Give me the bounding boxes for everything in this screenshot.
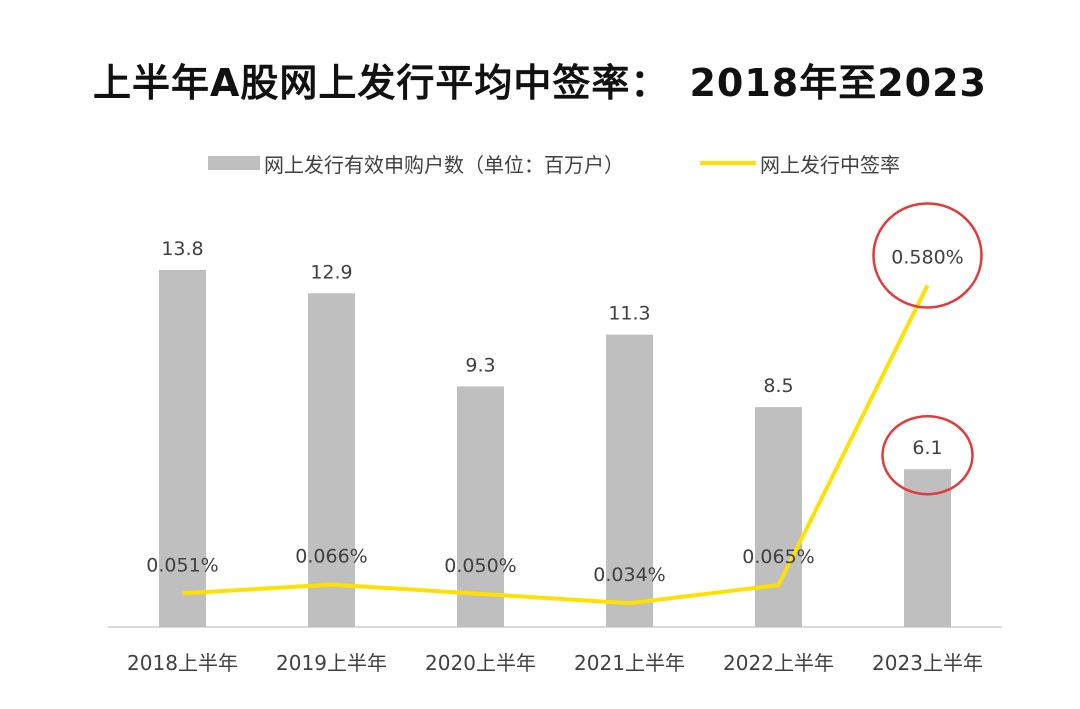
line-value-label: 0.050%	[444, 555, 516, 577]
x-tick-label: 2022上半年	[723, 651, 834, 675]
legend-swatch-bar	[208, 156, 260, 170]
legend-label-bar: 网上发行有效申购户数（单位：百万户）	[264, 152, 624, 177]
bar	[606, 334, 653, 627]
bar-value-label: 8.5	[763, 375, 793, 397]
bar	[457, 386, 504, 627]
bar-value-label: 6.1	[912, 437, 942, 459]
highlight-circle-households	[881, 414, 974, 496]
x-tick-label: 2020上半年	[425, 651, 536, 675]
line-value-label: 0.580%	[891, 246, 963, 268]
bar	[755, 407, 802, 627]
line-value-label: 0.051%	[146, 554, 218, 576]
bar	[159, 270, 206, 627]
x-tick-label: 2021上半年	[574, 651, 685, 675]
x-tick-label: 2023上半年	[872, 651, 983, 675]
line-value-label: 0.034%	[593, 564, 665, 586]
bar-value-label: 12.9	[310, 261, 352, 283]
highlight-circle-rate	[872, 202, 983, 309]
chart-title: 上半年A股网上发行平均中签率： 2018年至2023	[0, 52, 1080, 107]
bar-value-label: 9.3	[465, 354, 495, 376]
x-tick-label: 2019上半年	[276, 651, 387, 675]
line-value-label: 0.066%	[295, 546, 367, 568]
bar-value-label: 11.3	[608, 303, 650, 325]
legend-item-line: 网上发行中签率	[700, 148, 900, 178]
bar-value-label: 13.8	[161, 238, 203, 260]
legend-label-line: 网上发行中签率	[760, 152, 900, 177]
legend-item-bar: 网上发行有效申购户数（单位：百万户）	[208, 148, 624, 178]
legend: 网上发行有效申购户数（单位：百万户） 网上发行中签率	[0, 148, 1080, 178]
line-value-label: 0.065%	[742, 546, 814, 568]
bar	[904, 469, 951, 627]
legend-swatch-line	[700, 161, 756, 165]
bar	[308, 293, 355, 627]
x-tick-label: 2018上半年	[127, 651, 238, 675]
chart-title-range: 2018年至2023	[689, 61, 987, 105]
line-series	[182, 284, 930, 606]
chart-title-main: 上半年A股网上发行平均中签率：	[93, 61, 670, 105]
